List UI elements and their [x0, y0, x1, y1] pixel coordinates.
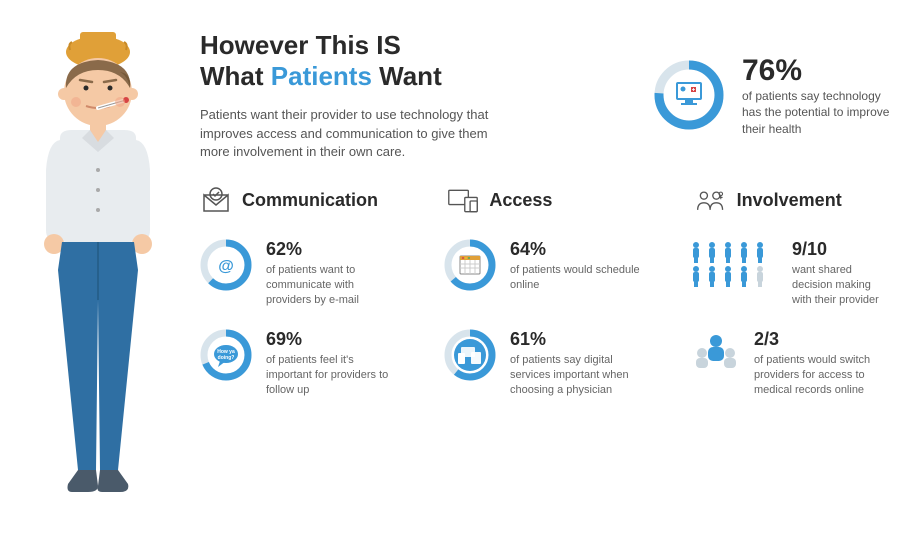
hero-ring-icon	[654, 60, 724, 130]
category-label: Involvement	[737, 190, 842, 211]
screens-ring-icon	[444, 329, 496, 381]
hero-pct: 76%	[742, 54, 892, 88]
category-label: Communication	[242, 190, 378, 211]
stat-num: 64%	[510, 239, 648, 260]
stat-desc: of patients want to communicate with pro…	[266, 263, 396, 308]
mail-icon	[200, 185, 232, 217]
patient-illustration	[20, 30, 175, 520]
stat-desc: of patients would schedule online	[510, 263, 640, 293]
hero-text: of patients say technology has the poten…	[742, 88, 892, 137]
devices-icon	[447, 185, 479, 217]
stat-desc: of patients would switch providers for a…	[754, 353, 884, 398]
people-icon	[695, 185, 727, 217]
stat-num: 69%	[266, 329, 404, 350]
stat-num: 61%	[510, 329, 648, 350]
trio-icon	[688, 329, 740, 381]
category-row: Communication Access Involvement	[200, 185, 892, 217]
svg-text:doing?: doing?	[218, 355, 235, 361]
stat-desc: of patients say digital services importa…	[510, 353, 640, 398]
svg-text:@: @	[218, 258, 234, 275]
page-title: However This IS What Patients Want	[200, 30, 624, 92]
category-label: Access	[489, 190, 552, 211]
nine-people-icon	[688, 239, 778, 291]
stat-num: 9/10	[792, 239, 892, 260]
bubble-ring-icon: How yadoing?	[200, 329, 252, 381]
calendar-ring-icon	[444, 239, 496, 291]
subtitle: Patients want their provider to use tech…	[200, 106, 520, 161]
at-ring-icon: @	[200, 239, 252, 291]
stat-desc: of patients feel it's important for prov…	[266, 353, 396, 398]
stat-num: 2/3	[754, 329, 892, 350]
stat-num: 62%	[266, 239, 404, 260]
stat-desc: want shared decision making with their p…	[792, 263, 892, 308]
